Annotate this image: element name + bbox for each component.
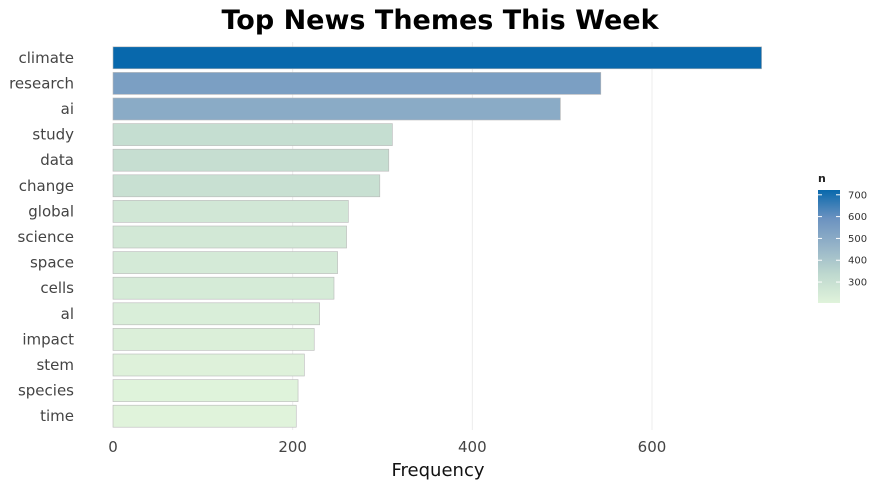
category-label: research [9, 74, 74, 92]
legend-tick-label: 700 [848, 190, 867, 201]
bar-change [112, 174, 381, 198]
bar-climate [112, 46, 762, 70]
bar-research [112, 72, 602, 95]
bar-space [112, 251, 338, 274]
bar-data [112, 148, 390, 172]
category-label: al [61, 305, 74, 323]
category-label: impact [22, 330, 74, 348]
x-tick-label: 0 [108, 438, 118, 456]
bar-impact [112, 328, 315, 351]
category-label: global [28, 202, 74, 220]
category-label: change [19, 177, 74, 195]
category-label: science [18, 228, 74, 246]
bar-species [112, 379, 299, 402]
bar-cells [112, 276, 335, 300]
category-label: cells [40, 279, 74, 297]
x-tick-label: 400 [458, 438, 487, 456]
legend-tick-label: 600 [848, 212, 867, 223]
legend-colorbar [818, 190, 840, 303]
bar-time [112, 404, 297, 428]
bar-study [112, 123, 393, 146]
category-label: species [18, 382, 74, 400]
x-tick-label: 200 [278, 438, 307, 456]
category-label: stem [36, 356, 74, 374]
bar-al [112, 302, 320, 326]
x-tick-labels: 0 200 400 600 [108, 438, 666, 456]
chart-title: Top News Themes This Week [221, 5, 659, 36]
category-labels: climate research ai study data change global sc… [9, 49, 74, 425]
legend-tick-label: 300 [848, 278, 867, 289]
category-label: ai [61, 100, 74, 118]
bar-global [112, 200, 349, 223]
bar-ai [112, 97, 561, 121]
bars [112, 46, 762, 428]
bar-science [112, 225, 347, 249]
x-tick-label: 600 [638, 438, 667, 456]
category-label: time [40, 407, 74, 425]
category-label: data [40, 151, 74, 169]
category-label: climate [19, 49, 75, 67]
bar-stem [112, 353, 305, 377]
legend-title: n [818, 172, 826, 185]
legend-tick-label: 400 [848, 256, 867, 267]
legend-tick-label: 500 [848, 234, 867, 245]
category-label: space [30, 254, 74, 272]
category-label: study [32, 126, 74, 144]
x-axis-title: Frequency [392, 460, 485, 481]
color-legend: n 300 400 500 600 700 [818, 172, 867, 303]
